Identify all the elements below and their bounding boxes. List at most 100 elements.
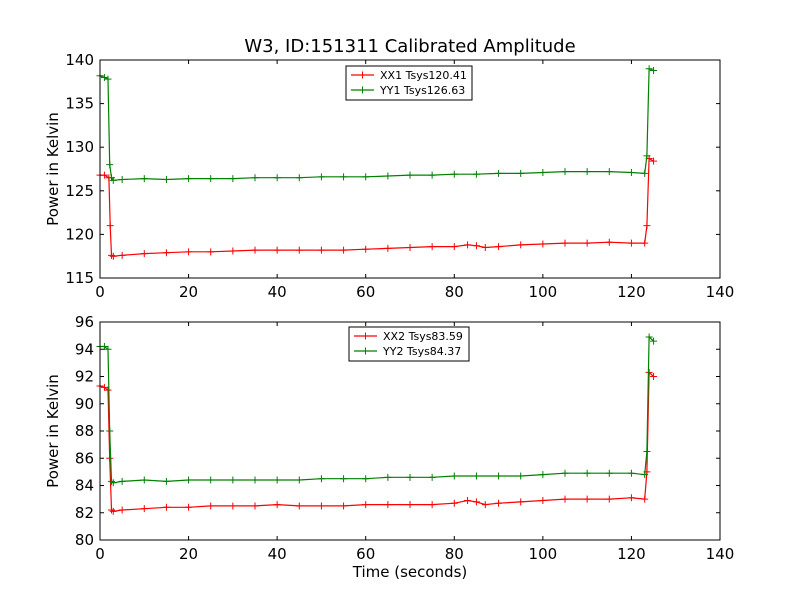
data-point xyxy=(317,173,325,181)
data-point xyxy=(517,472,525,480)
data-point xyxy=(108,251,116,259)
data-point xyxy=(450,499,458,507)
data-point xyxy=(539,168,547,176)
data-point xyxy=(627,469,635,477)
data-point xyxy=(539,471,547,479)
data-point xyxy=(472,170,480,178)
data-point xyxy=(109,252,117,260)
legend-label: XX2 Tsys83.59 xyxy=(383,330,463,343)
data-point xyxy=(106,454,114,462)
data-point xyxy=(104,75,112,83)
data-point xyxy=(207,175,215,183)
data-point xyxy=(406,473,414,481)
data-point xyxy=(108,477,116,485)
data-point xyxy=(481,501,489,509)
data-point xyxy=(643,152,651,160)
x-tick-label: 40 xyxy=(268,545,287,563)
data-point xyxy=(539,496,547,504)
y-tick-label: 84 xyxy=(75,477,94,495)
legend-label: XX1 Tsys120.41 xyxy=(380,69,467,82)
data-point xyxy=(207,502,215,510)
data-point xyxy=(340,246,348,254)
data-point xyxy=(273,174,281,182)
data-point xyxy=(517,498,525,506)
x-tick-label: 20 xyxy=(179,283,198,301)
data-point xyxy=(229,476,237,484)
y-axis-label: Power in Kelvin xyxy=(44,112,62,226)
chart-title: W3, ID:151311 Calibrated Amplitude xyxy=(244,36,575,57)
series-1-group xyxy=(96,333,658,487)
data-point xyxy=(627,239,635,247)
data-point xyxy=(140,476,148,484)
data-point xyxy=(641,495,649,503)
legend-box xyxy=(348,326,470,362)
data-point xyxy=(428,501,436,509)
x-tick-label: 100 xyxy=(529,545,558,563)
data-point xyxy=(251,246,259,254)
data-point xyxy=(140,250,148,258)
x-tick-label: 120 xyxy=(617,545,646,563)
data-point xyxy=(185,503,193,511)
series-0-group xyxy=(96,368,658,515)
x-tick-label: 140 xyxy=(706,283,735,301)
data-point xyxy=(561,495,569,503)
data-point xyxy=(104,345,112,353)
data-point xyxy=(650,373,658,380)
x-tick-label: 0 xyxy=(95,545,105,563)
data-point xyxy=(627,168,635,176)
x-tick-label: 80 xyxy=(445,545,464,563)
data-point xyxy=(207,248,215,256)
top-panel: 0 20 40 60 80 100 120 140 115 120 125 130 135 140 Powe… xyxy=(44,51,734,301)
data-point xyxy=(472,498,480,506)
data-point xyxy=(406,171,414,179)
data-point xyxy=(384,473,392,481)
y-tick-label: 90 xyxy=(75,395,94,413)
data-point xyxy=(428,171,436,179)
data-point xyxy=(340,475,348,483)
series-line xyxy=(100,157,654,257)
data-point xyxy=(362,501,370,509)
y-tick-label: 135 xyxy=(65,95,94,113)
data-point xyxy=(109,176,117,184)
series-line xyxy=(100,335,655,484)
series-1-group xyxy=(96,65,658,184)
data-point xyxy=(295,174,303,182)
y-tick-label: 115 xyxy=(65,269,94,287)
data-point xyxy=(583,239,591,247)
data-point xyxy=(140,175,148,183)
x-tick-label: 60 xyxy=(356,545,375,563)
data-point xyxy=(317,475,325,483)
data-point xyxy=(605,168,613,176)
data-point xyxy=(295,476,303,484)
x-axis-label: Time (seconds) xyxy=(352,563,468,581)
data-point xyxy=(162,477,170,485)
data-point xyxy=(384,501,392,509)
legend-marker xyxy=(359,71,366,79)
data-point xyxy=(106,222,114,230)
data-point xyxy=(641,169,649,177)
legend-marker xyxy=(359,86,366,94)
plot-frame xyxy=(99,59,721,279)
data-point xyxy=(450,472,458,480)
data-point xyxy=(109,507,117,515)
data-point xyxy=(162,503,170,511)
data-point xyxy=(643,447,651,455)
x-tick-label: 100 xyxy=(529,283,558,301)
data-point xyxy=(495,243,503,251)
data-point xyxy=(464,241,472,249)
data-point xyxy=(106,427,114,435)
data-point xyxy=(406,243,414,251)
data-point xyxy=(251,174,259,182)
data-point xyxy=(362,245,370,253)
data-point xyxy=(362,173,370,181)
data-point xyxy=(118,477,126,485)
data-point xyxy=(450,170,458,178)
y-tick-label: 96 xyxy=(75,313,94,331)
data-point xyxy=(472,472,480,480)
data-point xyxy=(583,469,591,477)
data-point xyxy=(295,502,303,510)
series-line xyxy=(99,371,655,513)
data-point xyxy=(645,368,653,376)
x-tick-label: 60 xyxy=(356,283,375,301)
